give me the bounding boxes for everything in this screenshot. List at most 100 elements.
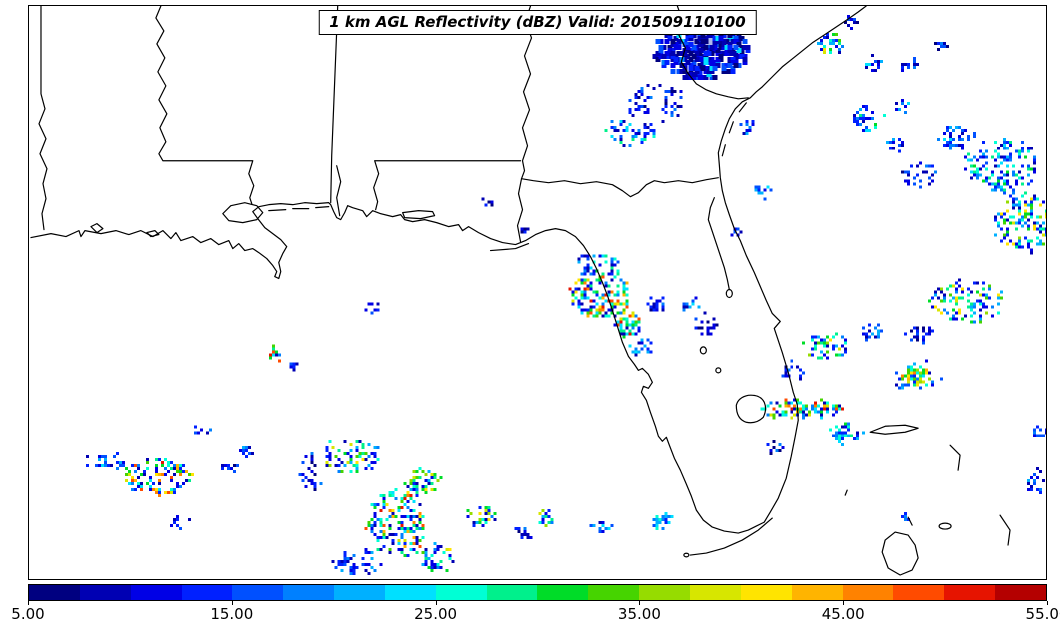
radar-echo-pixel xyxy=(1000,188,1004,192)
radar-echo-pixel xyxy=(403,482,407,486)
radar-echo-pixel xyxy=(838,41,842,45)
radar-echo-pixel xyxy=(652,134,656,138)
radar-echo-pixel xyxy=(691,53,697,59)
radar-echo-pixel xyxy=(928,176,932,180)
river-st-johns xyxy=(707,197,730,291)
radar-echo-pixel xyxy=(661,305,665,309)
radar-echo-pixel xyxy=(652,305,656,309)
radar-echo-pixel xyxy=(769,188,773,192)
radar-echo-pixel xyxy=(580,272,584,276)
radar-echo-pixel xyxy=(721,68,727,74)
radar-echo-pixel xyxy=(1036,197,1040,201)
radar-echo-pixel xyxy=(793,398,797,402)
colorbar-tick-mark xyxy=(28,601,29,605)
radar-echo-pixel xyxy=(757,191,761,195)
radar-echo-pixel xyxy=(991,173,995,177)
radar-echo-pixel xyxy=(709,65,715,71)
radar-echo-pixel xyxy=(382,536,386,540)
radar-echo-pixel xyxy=(1033,482,1037,486)
radar-echo-pixel xyxy=(661,59,667,65)
radar-echo-pixel xyxy=(655,515,659,519)
coastline-layer xyxy=(30,6,1011,576)
radar-echo-pixel xyxy=(364,551,368,555)
radar-echo-pixel xyxy=(910,377,914,381)
radar-echo-pixel xyxy=(349,566,353,570)
radar-echo-pixel xyxy=(736,32,742,38)
radar-echo-pixel xyxy=(790,365,794,369)
radar-echo-pixel xyxy=(403,530,407,534)
radar-echo-pixel xyxy=(895,383,899,387)
radar-echo-pixel xyxy=(1030,146,1034,150)
radar-echo-pixel xyxy=(790,401,794,405)
radar-echo-pixel xyxy=(694,296,698,300)
radar-echo-pixel xyxy=(625,323,629,327)
radar-echo-pixel xyxy=(1000,176,1004,180)
radar-echo-pixel xyxy=(637,95,641,99)
radar-echo-pixel xyxy=(190,473,194,477)
radar-echo-pixel xyxy=(1039,224,1043,228)
radar-echo-pixel xyxy=(913,374,917,378)
radar-echo-pixel xyxy=(484,521,488,525)
radar-echo-pixel xyxy=(1036,215,1040,219)
radar-echo-pixel xyxy=(862,431,866,435)
radar-echo-pixel xyxy=(637,104,641,108)
radar-echo-pixel xyxy=(628,107,632,111)
radar-echo-pixel xyxy=(961,137,965,141)
radar-echo-pixel xyxy=(715,62,721,68)
radar-echo-pixel xyxy=(997,311,1001,315)
radar-echo-pixel xyxy=(379,494,383,498)
radar-echo-pixel xyxy=(1012,242,1016,246)
radar-echo-pixel xyxy=(871,332,875,336)
radar-echo-pixel xyxy=(916,338,920,342)
radar-echo-pixel xyxy=(994,164,998,168)
radar-echo-pixel xyxy=(850,26,854,30)
radar-echo-pixel xyxy=(400,506,404,510)
radar-echo-pixel xyxy=(994,233,998,237)
radar-echo-pixel xyxy=(826,410,830,414)
radar-echo-pixel xyxy=(583,254,587,258)
radar-echo-pixel xyxy=(613,275,617,279)
radar-echo-pixel xyxy=(814,341,818,345)
radar-echo-pixel xyxy=(583,287,587,291)
radar-echo-pixel xyxy=(1000,215,1004,219)
radar-echo-pixel xyxy=(835,38,839,42)
radar-echo-pixel xyxy=(526,536,530,540)
radar-echo-pixel xyxy=(247,452,251,456)
radar-echo-pixel xyxy=(916,62,920,66)
radar-echo-pixel xyxy=(985,155,989,159)
radar-echo-pixel xyxy=(706,59,712,65)
radar-echo-pixel xyxy=(688,68,694,74)
radar-echo-pixel xyxy=(841,443,845,447)
radar-echo-pixel xyxy=(664,89,668,93)
radar-echo-pixel xyxy=(424,557,428,561)
radar-echo-pixel xyxy=(949,146,953,150)
radar-echo-pixel xyxy=(475,521,479,525)
radar-echo-pixel xyxy=(802,371,806,375)
radar-echo-pixel xyxy=(385,518,389,522)
radar-echo-pixel xyxy=(436,545,440,549)
radar-echo-pixel xyxy=(784,404,788,408)
radar-echo-pixel xyxy=(811,335,815,339)
radar-echo-pixel xyxy=(175,518,179,522)
radar-echo-pixel xyxy=(967,137,971,141)
radar-echo-pixel xyxy=(844,338,848,342)
radar-echo-pixel xyxy=(517,530,521,534)
radar-echo-pixel xyxy=(1030,200,1034,204)
radar-echo-pixel xyxy=(631,311,635,315)
radar-echo-pixel xyxy=(658,83,662,87)
radar-echo-pixel xyxy=(583,296,587,300)
radar-echo-pixel xyxy=(718,44,724,50)
radar-echo-pixel xyxy=(619,140,623,144)
radar-echo-pixel xyxy=(613,128,617,132)
radar-echo-pixel xyxy=(1018,209,1022,213)
radar-echo-pixel xyxy=(727,44,733,50)
radar-echo-pixel xyxy=(328,455,332,459)
radar-echo-pixel xyxy=(433,566,437,570)
radar-echo-pixel xyxy=(1021,182,1025,186)
radar-echo-pixel xyxy=(913,380,917,384)
radar-echo-pixel xyxy=(706,332,710,336)
radar-echo-pixel xyxy=(529,536,533,540)
island-eleuthera xyxy=(999,514,1011,546)
radar-echo-pixel xyxy=(382,533,386,537)
radar-echo-pixel xyxy=(577,260,581,264)
